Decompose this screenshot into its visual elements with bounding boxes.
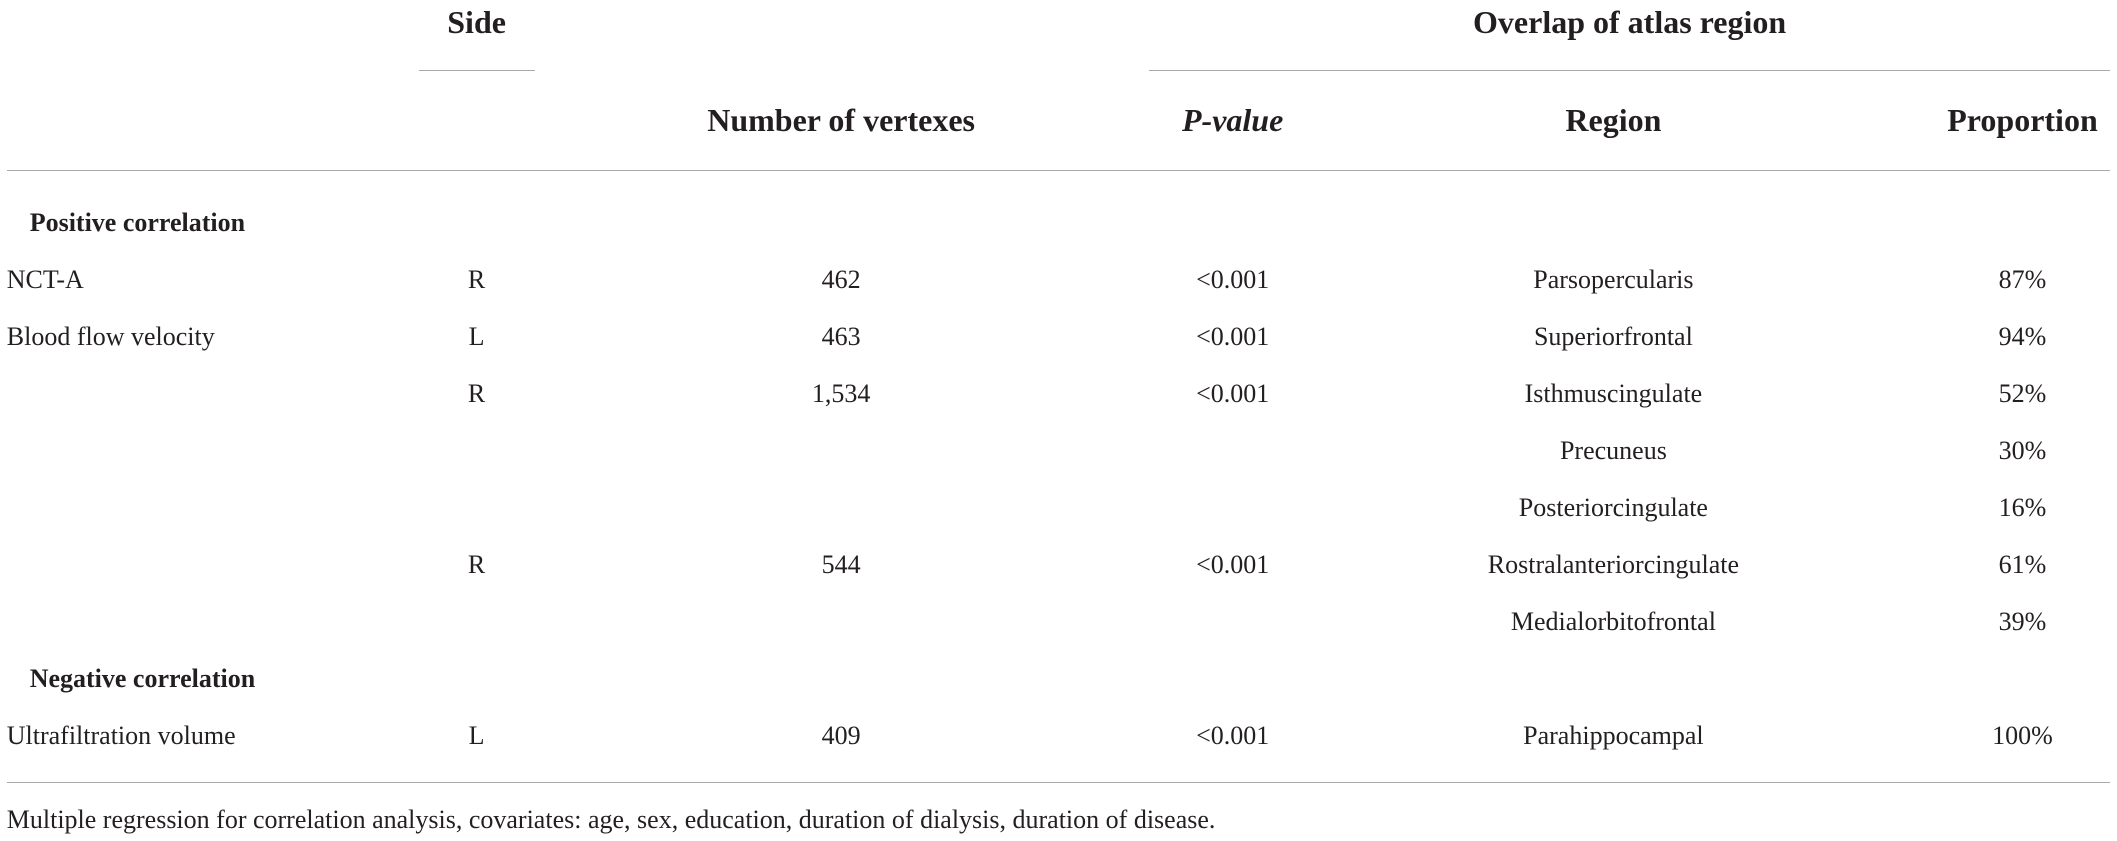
cell: NCT-A	[6, 264, 84, 294]
cell: R	[467, 264, 486, 294]
rule	[6, 170, 2111, 172]
cell: 544	[821, 549, 861, 579]
cell: 52%	[1998, 378, 2047, 408]
cell: Ultrafiltration volume	[6, 720, 236, 750]
header-side: Side	[447, 3, 506, 40]
column-header: Number of vertexes	[707, 102, 976, 139]
cell: L	[468, 720, 485, 750]
column-header: Proportion	[1947, 102, 2098, 139]
column-header: Region	[1565, 102, 1662, 139]
column-header: P-value	[1182, 102, 1284, 139]
rule	[418, 70, 535, 72]
cell: 100%	[1992, 720, 2053, 750]
cell: <0.001	[1196, 549, 1270, 579]
cell: R	[467, 378, 486, 408]
cell: <0.001	[1196, 378, 1270, 408]
cell: 94%	[1998, 321, 2047, 351]
cell: 463	[821, 321, 861, 351]
cell: Parahippocampal	[1523, 720, 1704, 750]
footnote: Multiple regression for correlation anal…	[6, 804, 1216, 834]
section-title: Positive correlation	[29, 207, 246, 237]
cell: Rostralanteriorcingulate	[1487, 549, 1740, 579]
cell: Precuneus	[1559, 435, 1667, 465]
cell: 39%	[1998, 606, 2047, 636]
cell: 462	[821, 264, 861, 294]
cell: 16%	[1998, 492, 2047, 522]
cell: 61%	[1998, 549, 2047, 579]
cell: 87%	[1998, 264, 2047, 294]
cell: R	[467, 549, 486, 579]
header-overlap: Overlap of atlas region	[1473, 3, 1787, 40]
cell: Posteriorcingulate	[1518, 492, 1708, 522]
cell: L	[468, 321, 485, 351]
cell: 30%	[1998, 435, 2047, 465]
cell: <0.001	[1196, 321, 1270, 351]
rule	[6, 781, 2111, 783]
cell: Blood flow velocity	[6, 321, 215, 351]
cell: Parsopercularis	[1533, 264, 1694, 294]
cell: <0.001	[1196, 264, 1270, 294]
cell: Medialorbitofrontal	[1510, 606, 1716, 636]
cell: 1,534	[811, 378, 871, 408]
cell: Superiorfrontal	[1533, 321, 1693, 351]
cell: 409	[821, 720, 861, 750]
rule	[1148, 70, 2111, 72]
cell: Isthmuscingulate	[1524, 378, 1703, 408]
cell: <0.001	[1196, 720, 1270, 750]
section-title: Negative correlation	[29, 663, 256, 693]
